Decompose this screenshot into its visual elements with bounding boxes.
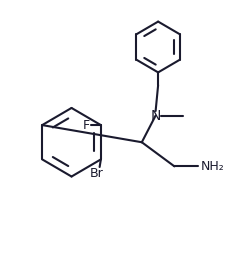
Text: Br: Br [90,167,104,180]
Text: N: N [150,108,160,123]
Text: NH₂: NH₂ [200,160,224,173]
Text: F: F [82,119,89,132]
